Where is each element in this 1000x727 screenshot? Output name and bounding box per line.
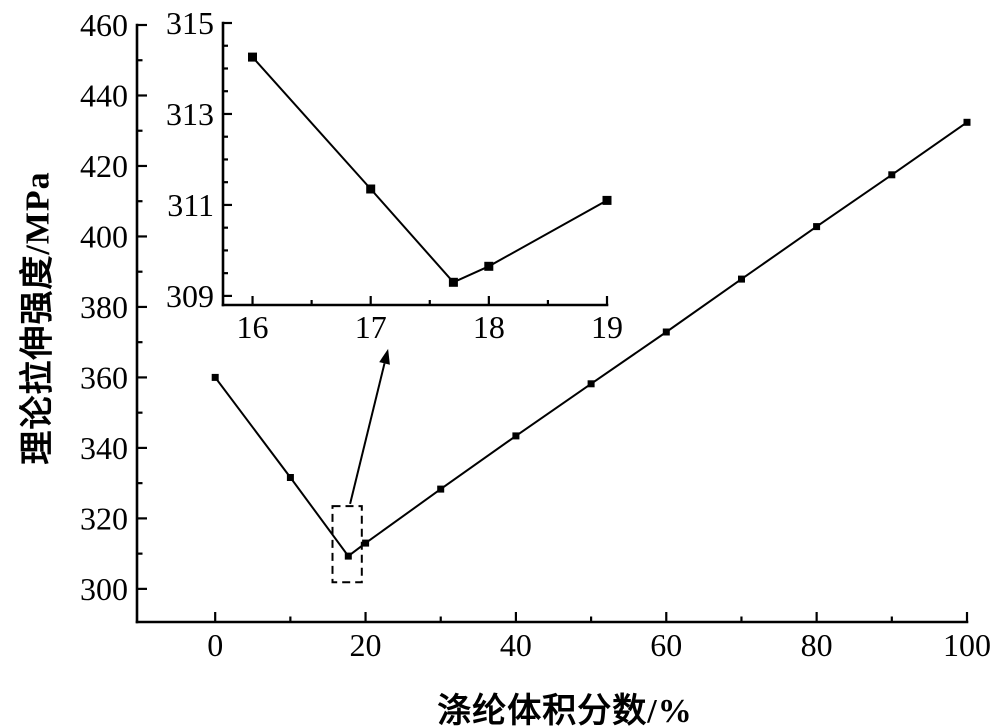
main-data-point-marker	[813, 223, 821, 231]
main-series-line	[214, 121, 968, 558]
main-x-tick-label: 100	[943, 627, 991, 663]
inset-data-point-marker	[602, 195, 612, 205]
main-y-tick-label: 460	[80, 7, 128, 43]
inset-data-point-marker	[248, 52, 257, 62]
main-data-point-marker	[362, 539, 370, 547]
inset-x-tick-label: 17	[355, 309, 387, 345]
main-y-tick-label: 380	[80, 289, 128, 325]
main-data-point-marker	[662, 328, 670, 336]
main-data-point-marker	[587, 380, 595, 388]
main-y-tick-label: 420	[80, 148, 128, 184]
inset-y-tick-label: 313	[166, 96, 214, 132]
y-axis-title: 理论拉伸强度/MPa	[19, 171, 57, 465]
main-x-tick-label: 20	[350, 627, 382, 663]
inset-y-tick-label: 309	[166, 278, 214, 314]
annotation-group	[331, 348, 390, 584]
main-plot: 0 20 40 60 80 100 300 320 340 360 380 400 420 440 460	[80, 7, 991, 663]
main-y-tick-label: 400	[80, 218, 128, 254]
main-x-tick-label: 80	[801, 627, 833, 663]
inset-x-tick-label: 16	[237, 309, 269, 345]
main-x-tick-label: 0	[207, 627, 223, 663]
main-x-tick-label: 40	[500, 627, 532, 663]
main-x-tick-label: 60	[650, 627, 682, 663]
inset-y-tick-label: 315	[166, 5, 214, 41]
main-y-tick-label: 320	[80, 500, 128, 536]
inset-x-tick-label: 19	[591, 309, 623, 345]
x-axis-title: 涤纶体积分数/%	[437, 693, 693, 727]
inset-data-point-marker	[484, 261, 494, 271]
main-y-tick-label: 340	[80, 430, 128, 466]
inset-series-line	[251, 56, 608, 284]
main-data-point-marker	[738, 275, 745, 283]
main-y-tick-label: 300	[80, 571, 128, 607]
inset-x-tick-label: 18	[473, 309, 505, 345]
inset-plot: 16 17 18 19 309 311 313 315	[166, 5, 623, 345]
main-y-tick-label: 360	[80, 359, 128, 395]
inset-y-tick-label: 311	[167, 187, 214, 223]
main-data-point-marker	[963, 118, 971, 126]
main-data-point-marker	[344, 552, 352, 560]
main-data-point-marker	[888, 171, 896, 179]
main-data-point-marker	[211, 373, 219, 381]
main-y-tick-label: 440	[80, 77, 128, 113]
main-data-point-marker	[286, 474, 294, 481]
inset-data-point-marker	[366, 184, 376, 194]
dashed-highlight-box	[331, 505, 363, 584]
arrow-shaft	[349, 363, 386, 505]
arrow-head-icon	[379, 348, 390, 365]
main-data-point-marker	[437, 485, 445, 493]
inset-data-point-marker	[448, 277, 458, 287]
main-data-point-marker	[512, 432, 520, 440]
